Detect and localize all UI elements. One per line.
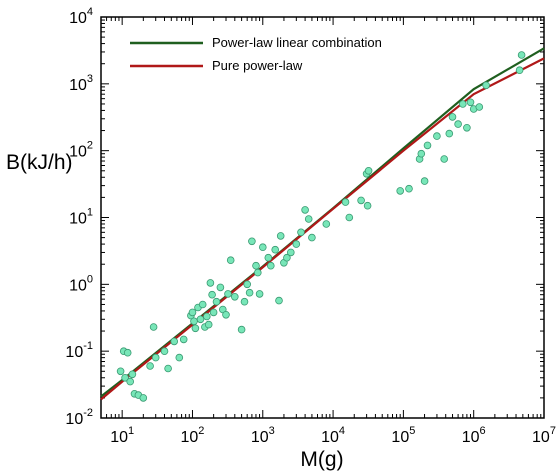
legend-label-combination: Power-law linear combination xyxy=(212,35,382,50)
data-point xyxy=(264,253,273,262)
data-point xyxy=(292,240,301,248)
legend-label-pure: Pure power-law xyxy=(212,58,303,73)
data-point xyxy=(209,308,218,317)
data-point xyxy=(164,364,172,373)
data-point xyxy=(203,312,211,321)
data-point xyxy=(308,233,316,242)
data-point xyxy=(252,261,260,270)
data-point xyxy=(216,283,225,292)
data-point xyxy=(475,103,484,111)
data-point xyxy=(139,394,148,402)
data-points xyxy=(116,51,526,402)
y-tick-label: 103 xyxy=(69,73,93,94)
data-point xyxy=(123,348,132,357)
data-point xyxy=(301,206,309,214)
data-point xyxy=(420,177,429,185)
data-point xyxy=(271,245,280,254)
data-point xyxy=(304,215,313,223)
data-point xyxy=(226,256,235,265)
data-point xyxy=(248,237,256,246)
data-point xyxy=(445,129,454,138)
data-point xyxy=(116,367,125,376)
x-tick-label: 107 xyxy=(532,425,556,446)
x-tick-labels: 101 102 103 104 105 106 107 xyxy=(110,425,556,446)
data-point xyxy=(126,377,134,386)
data-point xyxy=(515,66,524,74)
data-point xyxy=(212,297,221,306)
data-point xyxy=(517,51,526,59)
data-point xyxy=(224,290,232,298)
data-point xyxy=(357,196,365,205)
data-point xyxy=(191,324,200,333)
data-point xyxy=(149,323,158,331)
y-tick-label: 10-1 xyxy=(65,340,93,361)
data-point xyxy=(160,347,169,356)
data-point xyxy=(121,373,129,382)
data-point xyxy=(396,187,405,195)
x-tick-label: 103 xyxy=(251,425,275,446)
x-tick-label: 102 xyxy=(181,425,205,446)
x-tick-label: 106 xyxy=(462,425,486,446)
data-point xyxy=(245,288,254,297)
data-point xyxy=(170,337,179,346)
data-point xyxy=(175,353,184,362)
data-point xyxy=(208,290,216,299)
data-point xyxy=(482,81,490,90)
data-point xyxy=(128,370,137,379)
data-point xyxy=(146,362,154,370)
data-point xyxy=(345,213,354,222)
data-point xyxy=(458,100,467,108)
x-tick-label: 105 xyxy=(391,425,415,446)
y-tick-label: 100 xyxy=(69,273,93,294)
y-tick-label: 101 xyxy=(69,207,93,228)
data-point xyxy=(363,201,372,210)
legend: Power-law linear combination Pure power-… xyxy=(130,35,382,73)
data-point xyxy=(364,167,373,175)
data-point xyxy=(405,184,413,193)
data-point xyxy=(151,353,160,362)
y-tick-label: 104 xyxy=(69,6,93,27)
data-point xyxy=(322,220,331,228)
data-point xyxy=(286,248,295,257)
data-point xyxy=(231,292,239,301)
data-point xyxy=(276,232,285,240)
data-point xyxy=(204,320,213,329)
data-point xyxy=(297,228,305,237)
data-point xyxy=(253,268,262,277)
data-point xyxy=(440,155,449,163)
y-axis-title: B(kJ/h) xyxy=(6,151,73,174)
axis-ticks xyxy=(100,16,545,419)
data-point xyxy=(275,296,283,305)
x-axis-title: M(g) xyxy=(300,448,343,471)
data-point xyxy=(243,280,252,289)
data-point xyxy=(222,310,230,319)
y-tick-label: 10-2 xyxy=(65,407,93,428)
data-point xyxy=(433,132,441,140)
x-tick-label: 101 xyxy=(110,425,134,446)
data-point xyxy=(255,290,264,298)
x-tick-label: 104 xyxy=(321,425,345,446)
data-point xyxy=(448,113,457,121)
data-point xyxy=(266,261,275,270)
data-point xyxy=(466,98,475,107)
data-point xyxy=(237,325,246,334)
data-point xyxy=(283,253,291,262)
data-point xyxy=(188,308,197,317)
data-point xyxy=(454,120,462,128)
y-tick-label: 102 xyxy=(69,140,93,161)
data-point xyxy=(190,317,198,326)
data-point xyxy=(196,315,205,324)
data-point xyxy=(179,335,188,344)
y-tick-labels: 10-2 10-1 100 101 102 103 104 xyxy=(65,6,93,428)
data-point xyxy=(463,124,471,132)
data-point xyxy=(258,243,267,252)
data-point xyxy=(417,149,426,158)
data-point xyxy=(423,141,432,150)
data-point xyxy=(198,300,207,309)
data-point xyxy=(341,198,350,206)
data-point xyxy=(240,297,249,306)
data-point xyxy=(206,279,215,287)
